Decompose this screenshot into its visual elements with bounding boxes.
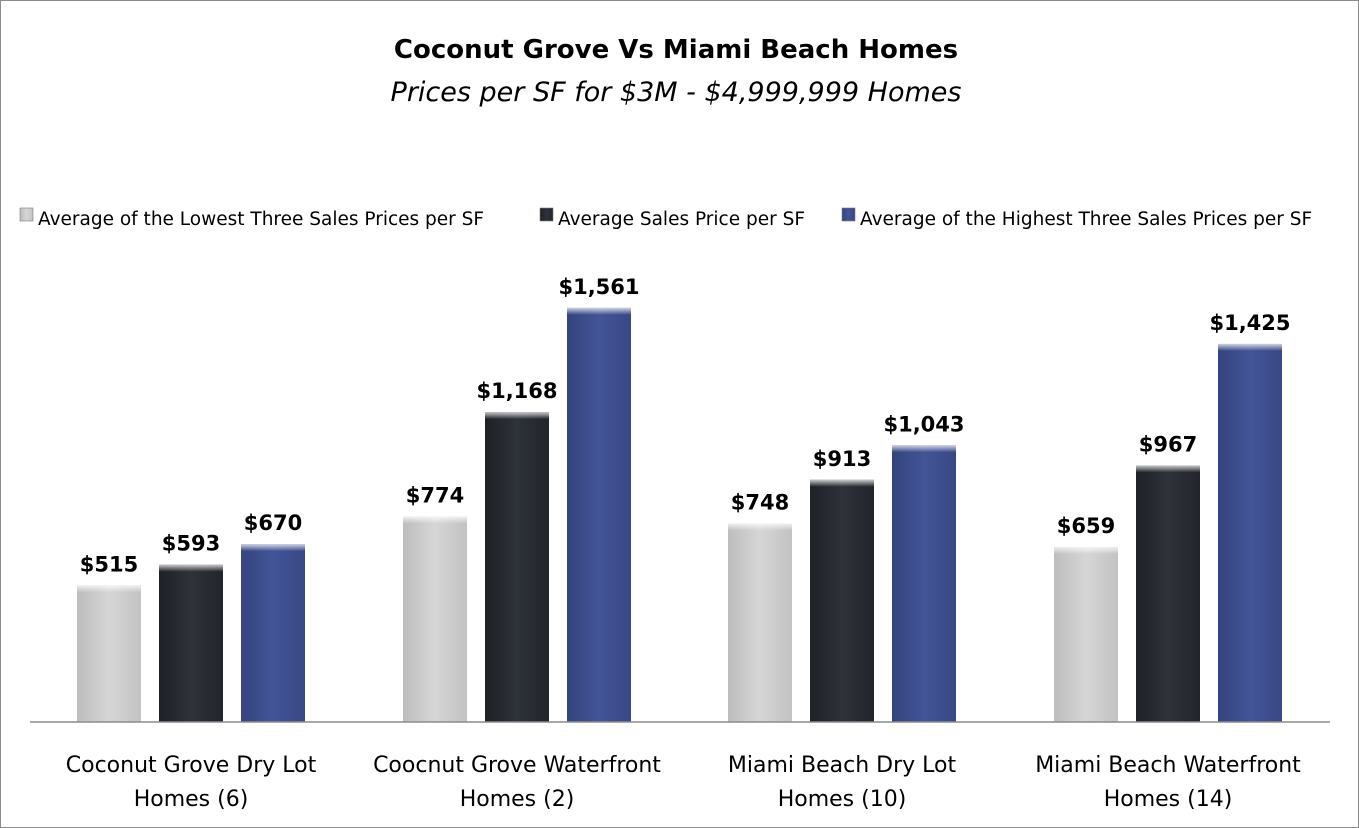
data-label: $913 xyxy=(813,447,871,471)
legend-item: Average Sales Price per SF xyxy=(539,207,805,230)
category-axis-labels: Coconut Grove Dry Lot Homes (6) Coocnut Gr… xyxy=(66,753,1301,812)
legend-swatch xyxy=(841,207,856,222)
data-label: $1,425 xyxy=(1209,311,1290,335)
legend-swatch xyxy=(539,207,554,222)
legend-swatch xyxy=(19,207,34,222)
legend-item: Average of the Highest Three Sales Price… xyxy=(841,207,1312,230)
legend-label: Average of the Highest Three Sales Price… xyxy=(860,209,1312,230)
chart-title: Coconut Grove Vs Miami Beach Homes xyxy=(394,35,958,65)
legend-item: Average of the Lowest Three Sales Prices… xyxy=(19,207,484,230)
bar-highlight xyxy=(485,412,549,420)
bar-highlight xyxy=(403,516,467,524)
data-label: $967 xyxy=(1139,432,1197,456)
bar-highlight xyxy=(1136,465,1200,473)
bar-highlight xyxy=(241,544,305,552)
data-label: $593 xyxy=(162,532,220,556)
bar xyxy=(1136,465,1200,722)
category-label: Miami Beach Dry Lot Homes (10) xyxy=(728,753,957,812)
bar xyxy=(159,564,223,722)
bar-highlight xyxy=(567,307,631,315)
plot-area: $515 $774 $748 $659 $593 $1,168 $913 $967 $670 $1… xyxy=(77,275,1291,722)
bar-highlight xyxy=(1054,547,1118,555)
category-label: Coconut Grove Dry Lot Homes (6) xyxy=(66,753,317,812)
data-label: $515 xyxy=(80,552,138,576)
category-label: Miami Beach Waterfront Homes (14) xyxy=(1035,753,1301,812)
data-label: $774 xyxy=(406,484,464,508)
bar xyxy=(77,585,141,722)
bar xyxy=(1218,343,1282,722)
legend: Average of the Lowest Three Sales Prices… xyxy=(19,207,1312,230)
bar xyxy=(1054,547,1118,722)
data-label: $1,168 xyxy=(476,379,557,403)
chart-subtitle: Prices per SF for $3M - $4,999,999 Homes xyxy=(391,77,962,108)
bar xyxy=(892,445,956,722)
category-label: Coocnut Grove Waterfront Homes (2) xyxy=(373,753,661,812)
bar xyxy=(485,412,549,722)
bar xyxy=(403,516,467,722)
data-label: $1,561 xyxy=(558,275,639,299)
legend-label: Average Sales Price per SF xyxy=(558,209,805,230)
bar xyxy=(241,544,305,722)
bar-highlight xyxy=(810,479,874,487)
bar-highlight xyxy=(892,445,956,453)
data-label: $1,043 xyxy=(883,412,964,436)
bar-highlight xyxy=(159,564,223,572)
data-label: $659 xyxy=(1057,514,1115,538)
bar-highlight xyxy=(77,585,141,593)
data-label: $748 xyxy=(731,491,789,515)
bar-highlight xyxy=(728,523,792,531)
bar xyxy=(567,307,631,722)
bar-highlight xyxy=(1218,343,1282,351)
legend-label: Average of the Lowest Three Sales Prices… xyxy=(38,209,484,230)
bar xyxy=(728,523,792,722)
data-label: $670 xyxy=(244,511,302,535)
bar xyxy=(810,479,874,722)
